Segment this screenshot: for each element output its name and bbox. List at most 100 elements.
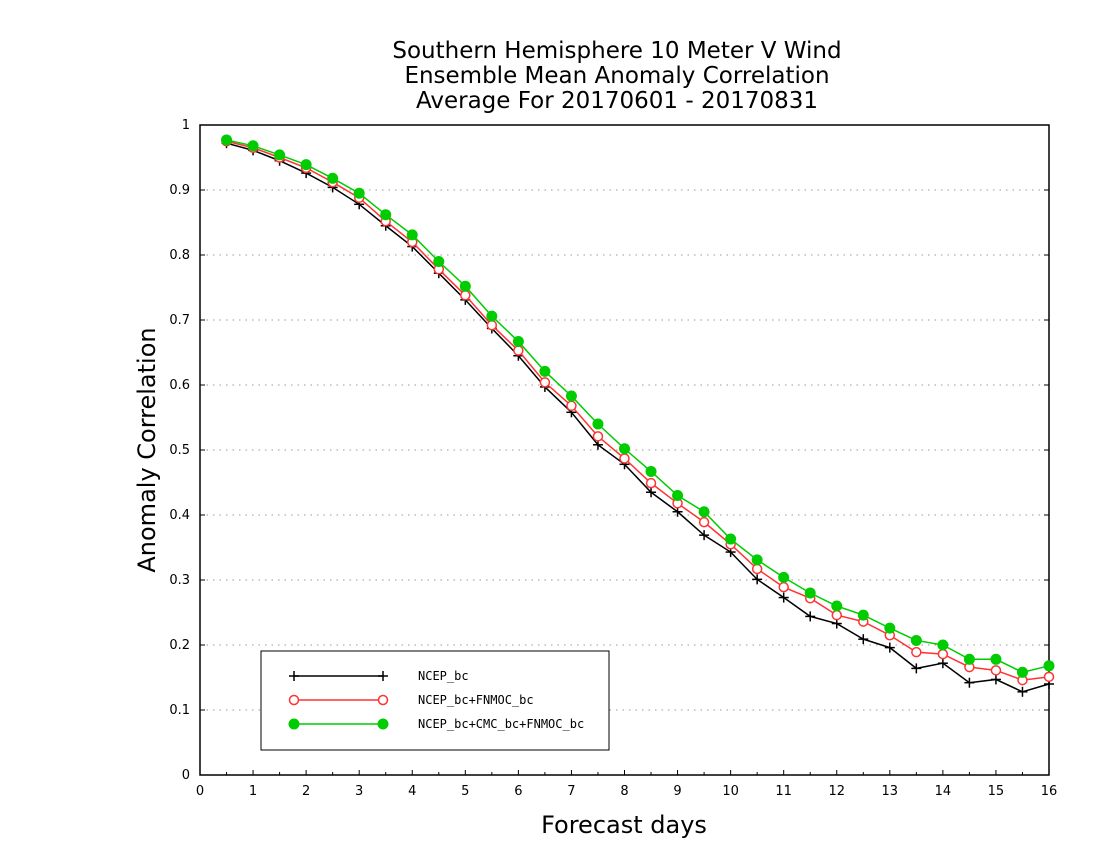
title-line: Ensemble Mean Anomaly Correlation [404, 63, 829, 89]
data-point [805, 611, 816, 622]
x-tick-label: 4 [408, 784, 416, 799]
data-point [566, 400, 577, 412]
x-tick-label: 14 [935, 784, 952, 799]
x-tick-label: 11 [775, 784, 792, 799]
x-tick-label: 7 [567, 784, 575, 799]
y-tick-label: 0.6 [169, 378, 190, 393]
data-point [911, 646, 922, 658]
legend-marker [288, 718, 300, 730]
data-point [752, 574, 763, 585]
data-point [645, 465, 657, 477]
data-point [619, 443, 630, 455]
data-point [539, 365, 551, 377]
x-tick-label: 9 [673, 784, 681, 799]
data-point [592, 431, 604, 442]
data-point [698, 516, 710, 528]
data-point [990, 653, 1002, 665]
y-tick-label: 1 [182, 118, 190, 133]
data-point [1017, 686, 1028, 697]
x-tick-label: 13 [882, 784, 899, 799]
y-tick-label: 0 [182, 768, 190, 783]
x-tick-label: 1 [249, 784, 257, 799]
data-point [831, 600, 843, 612]
legend-label: NCEP_bc+CMC_bc+FNMOC_bc [418, 717, 584, 731]
legend: NCEP_bc NCEP_bc+FNMOC_bc NCEP_bc+CMC_bc+FN… [260, 650, 610, 751]
data-point [539, 377, 551, 388]
data-point [353, 187, 365, 199]
legend-item: NCEP_bc [289, 669, 469, 683]
data-point [221, 134, 233, 146]
data-point [460, 290, 471, 301]
data-point [804, 587, 816, 599]
legend-label: NCEP_bc+FNMOC_bc [418, 693, 534, 707]
data-point [698, 506, 710, 518]
data-point [646, 487, 657, 498]
data-point [911, 663, 922, 674]
data-point [1043, 660, 1055, 672]
data-point [459, 280, 471, 292]
y-tick-label: 0.2 [169, 638, 190, 653]
x-tick-label: 3 [355, 784, 363, 799]
x-tick-label: 15 [988, 784, 1005, 799]
x-tick-label: 10 [722, 784, 739, 799]
chart-title: Southern Hemisphere 10 Meter V WindEnsem… [392, 38, 841, 114]
data-point [990, 665, 1002, 676]
series [221, 134, 1055, 697]
data-point [300, 159, 312, 171]
y-axis-label: Anomaly Correlation [133, 327, 161, 572]
data-point [778, 571, 790, 583]
data-point [699, 530, 710, 541]
data-point [831, 609, 842, 621]
data-point [751, 554, 763, 566]
x-tick-label: 2 [302, 784, 310, 799]
y-tick-label: 0.8 [169, 248, 190, 263]
series-0 [221, 138, 1054, 697]
series-2 [221, 134, 1055, 678]
data-point [486, 319, 498, 331]
legend-item: NCEP_bc+CMC_bc+FNMOC_bc [288, 717, 584, 731]
legend-marker [288, 694, 300, 706]
series-line [226, 142, 1050, 693]
data-point [778, 592, 789, 603]
data-point [857, 609, 869, 621]
x-tick-label: 8 [620, 784, 628, 799]
x-tick-label: 16 [1041, 784, 1058, 799]
title-line: Average For 20170601 - 20170831 [416, 88, 818, 114]
legend-label: NCEP_bc [418, 669, 469, 683]
data-point [884, 642, 895, 653]
data-point [937, 658, 948, 669]
y-tick-label: 0.3 [169, 573, 190, 588]
data-point [937, 639, 949, 651]
legend-marker [289, 671, 299, 681]
data-point [512, 335, 524, 347]
data-point [910, 634, 922, 646]
data-point [964, 677, 975, 688]
data-point [725, 533, 737, 545]
data-point [406, 229, 418, 241]
data-point [327, 172, 339, 184]
data-point [513, 345, 524, 356]
y-axis-ticks: 0 0.1 0.2 0.3 0.4 0.5 0.6 0.7 0.8 0.9 1 [169, 118, 1049, 783]
title-line: Southern Hemisphere 10 Meter V Wind [392, 38, 841, 64]
legend-marker [377, 694, 389, 706]
data-point [619, 453, 630, 464]
data-point [1043, 671, 1055, 683]
series-line [226, 139, 1050, 674]
data-point [380, 209, 392, 221]
y-tick-label: 0.9 [169, 183, 190, 198]
legend-marker [377, 718, 389, 730]
data-point [592, 418, 604, 430]
data-point [858, 634, 869, 645]
y-tick-label: 0.7 [169, 313, 190, 328]
x-tick-label: 0 [196, 784, 204, 799]
data-point [565, 390, 577, 402]
series-line [226, 140, 1050, 681]
y-tick-label: 0.1 [169, 703, 190, 718]
x-tick-label: 5 [461, 784, 469, 799]
data-point [884, 622, 896, 634]
data-point [778, 581, 789, 593]
x-axis-ticks: 0 1 2 3 4 5 6 7 8 9 10 11 12 13 14 15 16 [196, 770, 1057, 799]
x-axis-label: Forecast days [541, 811, 707, 839]
y-tick-label: 0.5 [169, 443, 190, 458]
